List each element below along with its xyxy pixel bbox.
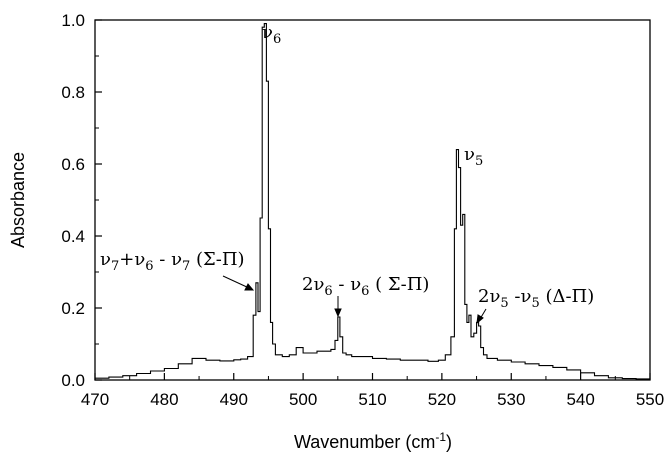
annotation-hot-band-3: 2ν5 -ν5 (Δ-Π) bbox=[478, 286, 594, 311]
y-tick-label: 0.0 bbox=[61, 371, 85, 390]
arrowhead-hot-band-2 bbox=[334, 308, 342, 318]
plot-border bbox=[94, 19, 651, 381]
x-tick-label: 540 bbox=[566, 390, 594, 409]
y-axis: 0.0 0.2 0.4 0.6 0.8 1.0 bbox=[61, 11, 102, 390]
x-axis-title: Wavenumber (cm-1) bbox=[294, 430, 452, 452]
annotation-v5: ν5 bbox=[464, 144, 483, 169]
annotation-hot-band-1: ν7+ν6 - ν7 (Σ-Π) bbox=[100, 249, 245, 274]
x-tick-label: 530 bbox=[497, 390, 525, 409]
y-tick-label: 0.6 bbox=[61, 155, 85, 174]
spectrum-line bbox=[95, 23, 651, 380]
x-tick-label: 500 bbox=[289, 390, 317, 409]
annotation-hot-band-2: 2ν6 - ν6 ( Σ-Π) bbox=[302, 274, 429, 299]
x-tick-label: 470 bbox=[81, 390, 109, 409]
y-tick-label: 0.2 bbox=[61, 299, 85, 318]
annotation-arrows bbox=[222, 275, 487, 325]
y-tick-label: 1.0 bbox=[61, 11, 85, 30]
x-tick-label: 480 bbox=[150, 390, 178, 409]
arrowhead-hot-band-1 bbox=[244, 283, 255, 291]
arrowhead-hot-band-3 bbox=[476, 314, 484, 325]
plot-frame bbox=[94, 19, 651, 381]
x-tick-label: 490 bbox=[220, 390, 248, 409]
x-tick-label: 520 bbox=[428, 390, 456, 409]
annotation-v6: ν6 bbox=[262, 22, 281, 47]
arrow-hot-band-1 bbox=[222, 275, 250, 289]
x-axis: 470 480 490 500 510 520 530 540 550 bbox=[81, 373, 664, 409]
y-tick-label: 0.8 bbox=[61, 83, 85, 102]
x-tick-label: 510 bbox=[358, 390, 386, 409]
x-tick-label: 550 bbox=[636, 390, 664, 409]
y-tick-label: 0.4 bbox=[61, 227, 85, 246]
y-axis-title: Absorbance bbox=[8, 152, 28, 248]
